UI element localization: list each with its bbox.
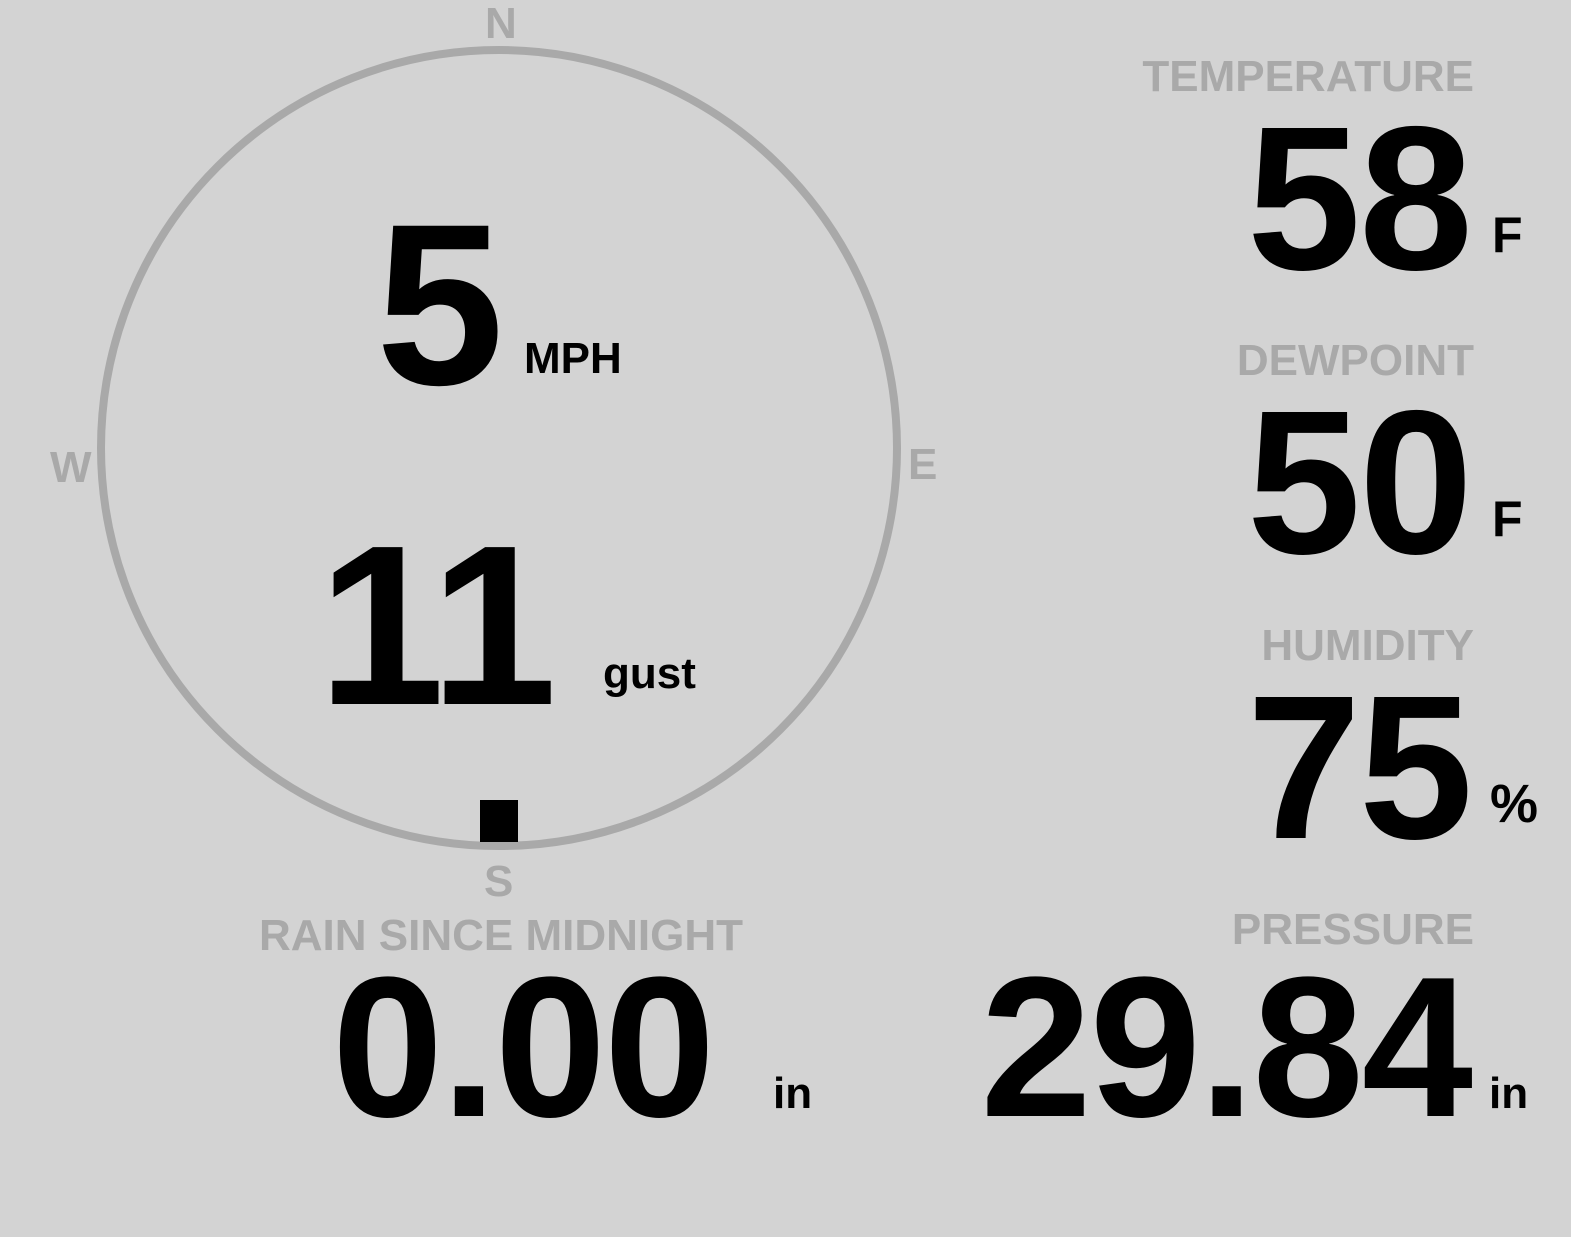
wind-direction-marker (480, 800, 518, 842)
wind-speed-unit: MPH (524, 334, 622, 383)
pressure-value: 29.84 (980, 936, 1473, 1159)
compass-south: S (484, 857, 514, 906)
temperature-card: TEMPERATURE (1142, 55, 1474, 99)
pressure-unit: in (1489, 1069, 1529, 1118)
humidity-unit: % (1490, 774, 1539, 834)
humidity-label: HUMIDITY (1261, 621, 1474, 670)
wind-gust-label: gust (603, 649, 696, 698)
dewpoint-label: DEWPOINT (1236, 336, 1474, 385)
temperature-value: 58 (1246, 84, 1473, 313)
compass-east: E (908, 440, 938, 489)
wind-speed-value: 5 (376, 176, 504, 433)
humidity-card: HUMIDITY (1261, 624, 1474, 668)
pressure-label: PRESSURE (1231, 905, 1474, 954)
dewpoint-card: DEWPOINT (1237, 339, 1474, 383)
pressure-card: PRESSURE (1232, 908, 1474, 952)
temperature-label: TEMPERATURE (1142, 52, 1474, 101)
rain-label: RAIN SINCE MIDNIGHT (259, 911, 743, 960)
humidity-value: 75 (1246, 653, 1473, 882)
rain-value: 0.00 (332, 936, 715, 1159)
compass-north: N (485, 0, 517, 48)
rain-unit: in (773, 1069, 813, 1118)
dewpoint-unit: F (1492, 491, 1523, 547)
dewpoint-value: 50 (1246, 368, 1473, 597)
wind-gust-value: 11 (318, 499, 557, 753)
compass-ring (97, 46, 901, 850)
compass-west: W (50, 443, 92, 492)
temperature-unit: F (1492, 207, 1523, 263)
